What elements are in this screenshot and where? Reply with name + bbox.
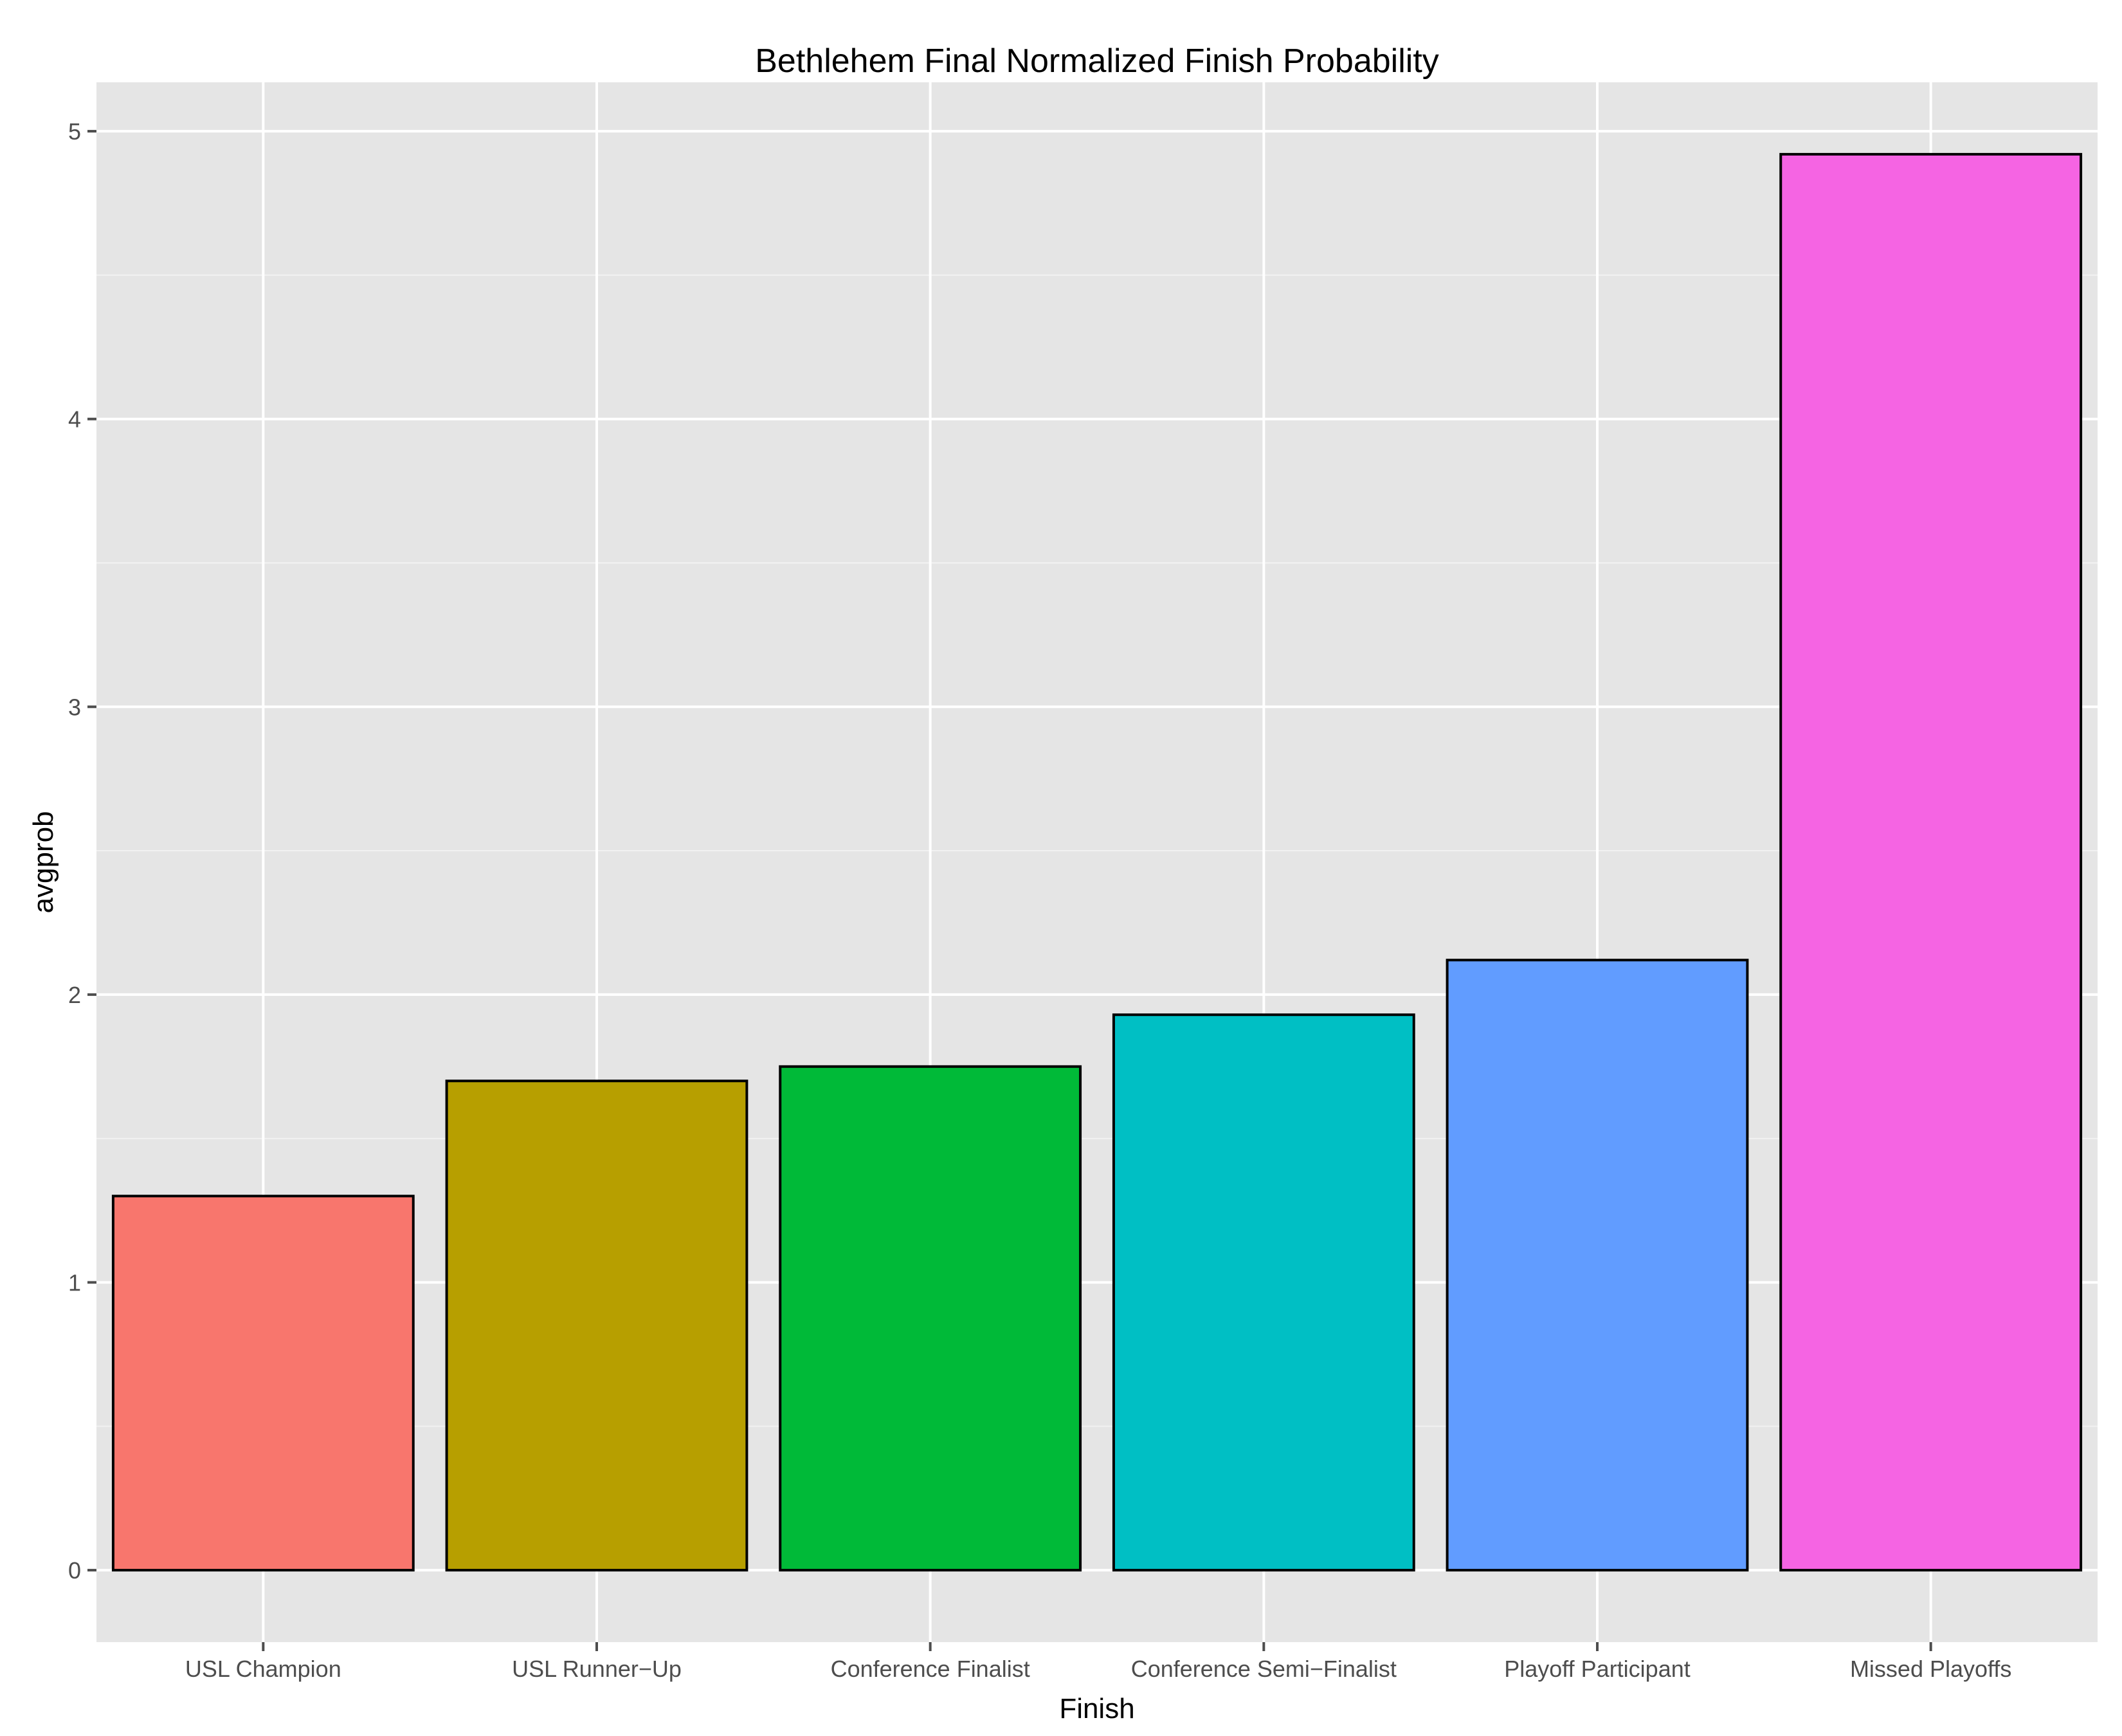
bar <box>1779 152 2083 1572</box>
bar <box>445 1080 748 1572</box>
minor-gridlines <box>96 274 2098 1427</box>
chart-title: Bethlehem Final Normalized Finish Probab… <box>755 42 1439 80</box>
x-tick-label: USL Runner−Up <box>512 1656 682 1682</box>
bar <box>779 1065 1082 1572</box>
y-tick-label: 0 <box>68 1557 81 1584</box>
bars <box>111 152 2083 1572</box>
y-tick-label: 5 <box>68 118 81 145</box>
x-axis: USL Champion USL Runner−Up Conference Fina… <box>185 1642 2011 1682</box>
y-axis-title: avgprob <box>28 811 59 913</box>
y-tick-label: 1 <box>68 1269 81 1296</box>
x-tick-label: Missed Playoffs <box>1850 1656 2011 1682</box>
x-tick-label: Conference Semi−Finalist <box>1131 1656 1397 1682</box>
x-tick-label: Conference Finalist <box>831 1656 1030 1682</box>
plot-panel <box>96 82 2098 1642</box>
x-tick-label: Playoff Participant <box>1504 1656 1691 1682</box>
y-tick-label: 2 <box>68 982 81 1008</box>
bar <box>1112 1013 1415 1572</box>
bar <box>111 1195 415 1572</box>
y-tick-label: 4 <box>68 406 81 433</box>
y-axis: 0 1 2 3 4 5 <box>68 118 96 1584</box>
bar <box>1446 959 1749 1572</box>
y-tick-label: 3 <box>68 694 81 720</box>
x-tick-label: USL Champion <box>185 1656 341 1682</box>
x-axis-title: Finish <box>1059 1693 1134 1724</box>
